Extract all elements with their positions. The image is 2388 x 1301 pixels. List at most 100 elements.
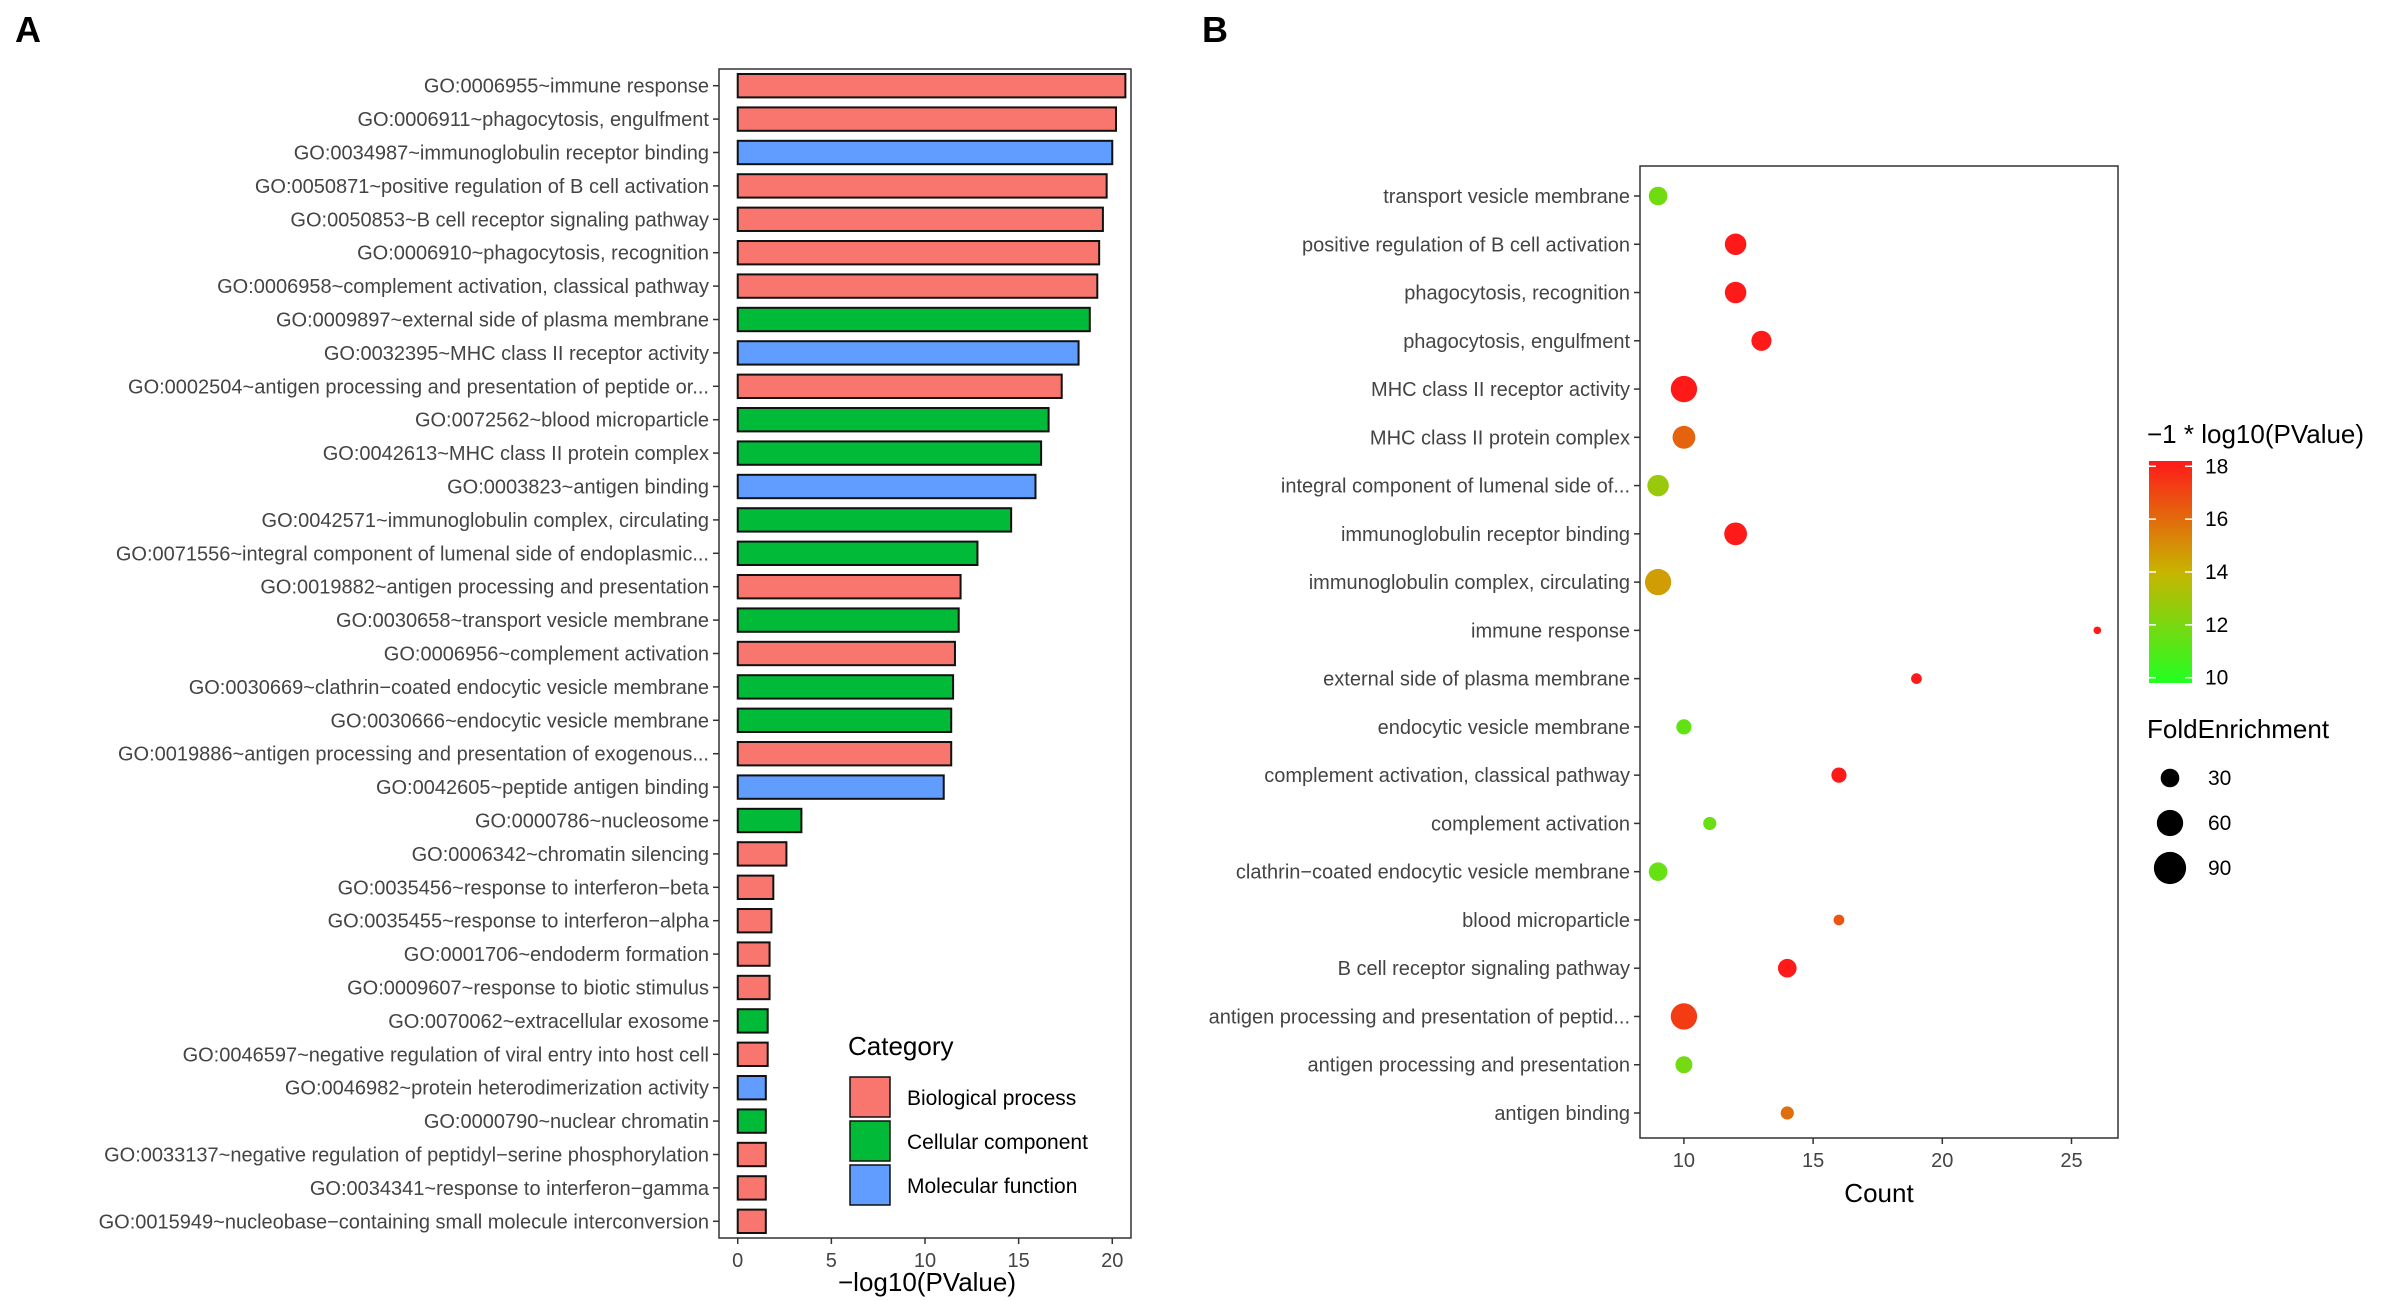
y-tick-label: GO:0035456~response to interferon−beta (338, 877, 710, 899)
bar-1 (736, 73, 1127, 99)
y-tick-label: integral component of lumenal side of... (1281, 476, 1630, 498)
y-tick-label: GO:0032395~MHC class II receptor activit… (324, 343, 709, 365)
bar-29 (736, 1008, 769, 1034)
panel-b-plot-area (1639, 165, 2119, 1139)
y-tick-label: GO:0070062~extracellular exosome (388, 1011, 709, 1033)
bar-17 (736, 607, 960, 633)
panel-b-bubble-chart: B transport vesicle membrane positive reg… (1202, 9, 2364, 1208)
y-tick-label: GO:0046982~protein heterodimerization ac… (285, 1078, 709, 1100)
bar-20 (736, 707, 953, 733)
bar-31 (736, 1075, 767, 1101)
size-legend-title: FoldEnrichment (2147, 714, 2330, 744)
y-tick-label: clathrin−coated endocytic vesicle membra… (1236, 862, 1630, 884)
bar-23 (736, 807, 803, 834)
bubble-point-13 (1831, 767, 1847, 783)
panel-a-letter: A (15, 9, 41, 50)
x-tick-label: 15 (1008, 1250, 1030, 1272)
bar-12 (736, 440, 1043, 466)
legend-swatch-bp (849, 1076, 891, 1118)
y-tick-label: GO:0006956~complement activation (384, 644, 709, 666)
y-tick-label: GO:0019882~antigen processing and presen… (260, 577, 709, 599)
bar-6 (736, 240, 1101, 266)
y-tick-label: GO:0006955~immune response (424, 76, 709, 98)
y-tick-label: GO:0001706~endoderm formation (404, 944, 709, 966)
y-tick-label: MHC class II receptor activity (1371, 379, 1630, 401)
y-tick-label: positive regulation of B cell activation (1302, 234, 1630, 256)
bar-19 (736, 674, 955, 700)
y-tick-label: B cell receptor signaling pathway (1338, 958, 1630, 980)
bubble-point-16 (1833, 914, 1845, 926)
color-tick-label: 12 (2205, 614, 2228, 637)
bar-35 (736, 1208, 767, 1234)
size-legend-dot (2160, 768, 2180, 788)
bubble-point-20 (1780, 1106, 1794, 1120)
bubble-point-1 (1648, 186, 1668, 206)
bubble-point-6 (1672, 425, 1696, 449)
size-legend-dot (2156, 809, 2184, 837)
y-tick-label: antigen processing and presentation (1308, 1055, 1630, 1077)
y-tick-label: transport vesicle membrane (1383, 186, 1630, 208)
x-tick-label: 10 (1673, 1150, 1695, 1172)
bubble-point-8 (1724, 522, 1748, 546)
color-legend-title: −1 * log10(PValue) (2147, 419, 2364, 449)
bubble-point-2 (1724, 233, 1747, 256)
y-tick-label: GO:0000786~nucleosome (475, 811, 709, 833)
bubble-point-11 (1911, 673, 1922, 685)
x-tick-label: 20 (1931, 1150, 1953, 1172)
x-tick-label: 15 (1802, 1150, 1824, 1172)
y-tick-label: GO:0000790~nuclear chromatin (424, 1111, 709, 1133)
legend-swatch-mf (849, 1164, 891, 1206)
bar-32 (736, 1108, 767, 1134)
x-tick-label: 0 (732, 1250, 743, 1272)
bar-13 (736, 473, 1037, 500)
y-tick-label: immunoglobulin receptor binding (1341, 524, 1630, 546)
bar-9 (736, 340, 1080, 366)
panel-a-category-legend: Category Biological process Cellular comp… (848, 1031, 1088, 1206)
bar-28 (736, 974, 771, 1001)
y-tick-label: phagocytosis, recognition (1404, 283, 1630, 305)
x-tick-label: 20 (1101, 1250, 1123, 1272)
bar-34 (736, 1175, 767, 1201)
bar-5 (736, 206, 1104, 232)
bar-11 (736, 407, 1050, 433)
bar-7 (736, 273, 1099, 299)
y-tick-label: endocytic vesicle membrane (1378, 717, 1630, 739)
bubble-point-7 (1647, 474, 1669, 497)
bubble-point-10 (2093, 626, 2102, 635)
x-tick-label: 25 (2060, 1150, 2082, 1172)
y-tick-label: GO:0006910~phagocytosis, recognition (357, 243, 709, 265)
y-tick-label: GO:0019886~antigen processing and presen… (118, 744, 709, 766)
y-tick-label: antigen binding (1494, 1103, 1630, 1125)
y-tick-label: GO:0034987~immunoglobulin receptor bindi… (294, 143, 709, 165)
y-tick-label: GO:0046597~negative regulation of viral … (183, 1044, 709, 1066)
bar-16 (736, 574, 962, 600)
bar-27 (736, 941, 771, 967)
legend-label-mf: Molecular function (907, 1175, 1077, 1198)
bubble-point-12 (1676, 719, 1692, 735)
y-tick-label: GO:0009897~external side of plasma membr… (276, 310, 709, 332)
size-legend-label: 90 (2208, 857, 2231, 880)
bar-24 (736, 841, 788, 867)
legend-swatch-cc (849, 1120, 891, 1162)
category-legend-title: Category (848, 1031, 954, 1061)
bar-4 (736, 173, 1108, 199)
legend-label-cc: Cellular component (907, 1131, 1088, 1154)
bubble-point-18 (1670, 1003, 1698, 1030)
color-tick-label: 14 (2205, 561, 2229, 584)
color-legend-gradient-bar (2149, 461, 2192, 683)
bar-22 (736, 774, 945, 800)
y-tick-label: GO:0035455~response to interferon−alpha (328, 911, 710, 933)
y-tick-label: GO:0006911~phagocytosis, engulfment (357, 109, 709, 131)
y-tick-label: GO:0003823~antigen binding (447, 477, 709, 499)
bubble-point-3 (1724, 281, 1747, 304)
bubble-point-5 (1670, 375, 1698, 403)
color-tick-label: 10 (2205, 667, 2228, 690)
color-tick-label: 18 (2205, 455, 2228, 478)
y-tick-label: GO:0015949~nucleobase−containing small m… (99, 1211, 709, 1233)
bubble-point-19 (1675, 1056, 1693, 1074)
color-tick-label: 16 (2205, 508, 2228, 531)
bar-33 (736, 1141, 767, 1168)
bar-25 (736, 874, 775, 900)
y-tick-label: GO:0009607~response to biotic stimulus (347, 978, 709, 1000)
